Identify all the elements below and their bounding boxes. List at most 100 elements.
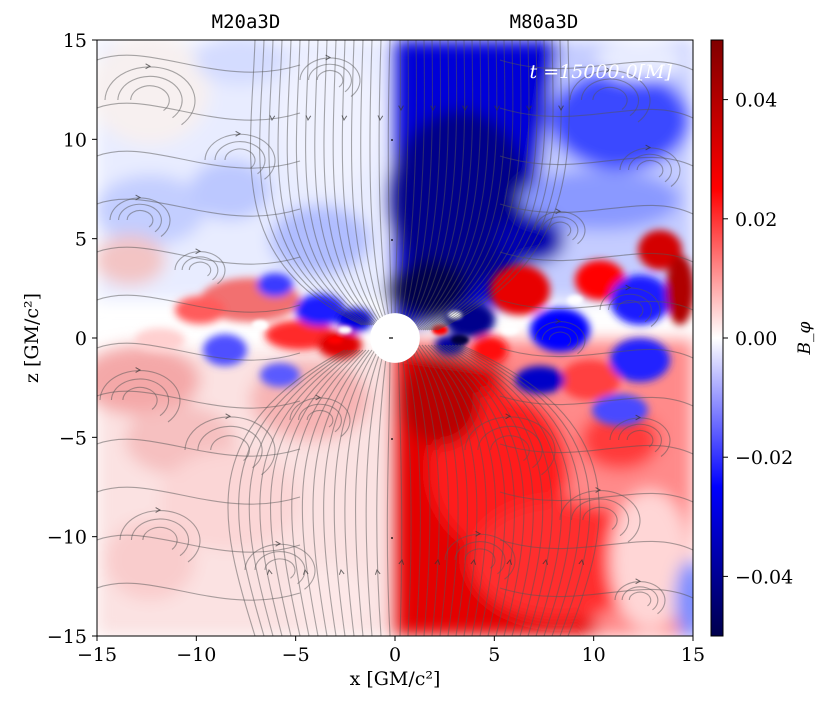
- streamline: [499, 203, 693, 215]
- streamline: [534, 321, 586, 355]
- streamline: [580, 78, 640, 117]
- streamline: [386, 349, 391, 636]
- colorbar-gradient: [710, 39, 724, 637]
- streamline: [569, 70, 651, 123]
- streamline-arrow: [494, 105, 500, 112]
- streamline: [618, 423, 662, 453]
- streamline-arrow: [558, 105, 564, 112]
- streamline: [333, 349, 376, 636]
- streamline: [365, 349, 385, 636]
- streamline: [454, 344, 581, 636]
- streamlines: [97, 40, 693, 636]
- streamline: [259, 349, 355, 636]
- streamline: [439, 344, 534, 636]
- streamline: [420, 40, 506, 331]
- streamline: [184, 416, 276, 476]
- streamline: [499, 443, 693, 455]
- streamline-arrow: [635, 414, 642, 421]
- streamline: [400, 344, 412, 636]
- streamline: [396, 40, 409, 331]
- x-tick-label: 0: [389, 644, 401, 666]
- streamline-arrow: [135, 367, 142, 373]
- streamline: [619, 147, 681, 187]
- left-lower-region: [97, 345, 395, 636]
- streamline: [424, 40, 522, 331]
- streamline: [621, 586, 659, 611]
- streamline: [306, 410, 334, 428]
- streamline-arrow: [645, 144, 652, 151]
- y-tick-label: −5: [59, 427, 87, 449]
- streamline: [412, 40, 474, 331]
- streamline: [402, 40, 434, 331]
- streamline-arrow: [625, 284, 632, 291]
- streamline-arrow: [506, 558, 513, 565]
- streamline: [422, 40, 514, 331]
- streamline: [181, 256, 219, 281]
- colorbar-tick-label: −0.04: [735, 566, 793, 588]
- streamline: [97, 486, 301, 505]
- streamline: [341, 40, 383, 326]
- streamline-arrow: [430, 105, 436, 112]
- streamline: [254, 551, 306, 585]
- streamline: [616, 300, 644, 318]
- streamline: [249, 40, 363, 326]
- streamline-arrow: [155, 507, 162, 513]
- streamline: [174, 251, 226, 285]
- streamline: [397, 344, 403, 636]
- streamline-arrow: [475, 530, 482, 537]
- streamline: [499, 539, 693, 551]
- streamline: [104, 66, 196, 126]
- streamline: [109, 197, 171, 237]
- streamline: [308, 63, 352, 93]
- x-tick-label: −10: [176, 644, 216, 666]
- streamline-arrow: [526, 105, 532, 112]
- streamline: [312, 349, 370, 636]
- streamline-arrow: [195, 248, 202, 255]
- streamline: [301, 349, 367, 636]
- streamline: [280, 349, 361, 636]
- streamline: [97, 198, 301, 217]
- streamline: [592, 86, 628, 110]
- colorbar-label: B_φ: [795, 321, 815, 355]
- streamline: [436, 344, 525, 636]
- streamline: [291, 349, 364, 636]
- streamline: [97, 582, 301, 601]
- streamline: [626, 430, 654, 448]
- streamline: [264, 558, 296, 579]
- streamline: [126, 210, 154, 228]
- y-tick-label: −10: [47, 527, 87, 549]
- streamline: [97, 438, 301, 457]
- streamline-arrow: [542, 558, 549, 565]
- y-tick-label: −15: [47, 626, 87, 648]
- streamline: [122, 386, 158, 410]
- streamline: [378, 40, 391, 326]
- streamline: [414, 40, 482, 331]
- streamline: [410, 40, 466, 331]
- streamline: [499, 155, 693, 167]
- streamline: [444, 533, 516, 580]
- streamline: [628, 591, 652, 607]
- panel-title-left: M20a3D: [212, 11, 281, 33]
- streamline: [424, 344, 487, 636]
- streamline: [582, 506, 618, 530]
- streamline: [412, 344, 450, 636]
- streamline: [428, 40, 538, 331]
- streamline-arrow: [377, 115, 384, 122]
- streamline-arrow: [398, 105, 404, 112]
- streamline: [97, 102, 301, 121]
- streamline: [130, 85, 170, 112]
- streamline: [427, 344, 497, 636]
- streamline-arrow: [315, 394, 322, 401]
- streamline: [499, 299, 693, 311]
- colorbar-tick-label: −0.02: [735, 447, 793, 469]
- streamline: [360, 40, 387, 326]
- streamline: [499, 107, 693, 119]
- streamline: [548, 331, 572, 347]
- midplane-fine-structure: [252, 295, 583, 345]
- streamline: [224, 148, 256, 169]
- streamline: [268, 40, 367, 326]
- y-tick-label: 5: [75, 229, 87, 251]
- streamline-arrow: [145, 63, 152, 70]
- streamline: [316, 70, 344, 88]
- streamline-arrow: [305, 115, 312, 122]
